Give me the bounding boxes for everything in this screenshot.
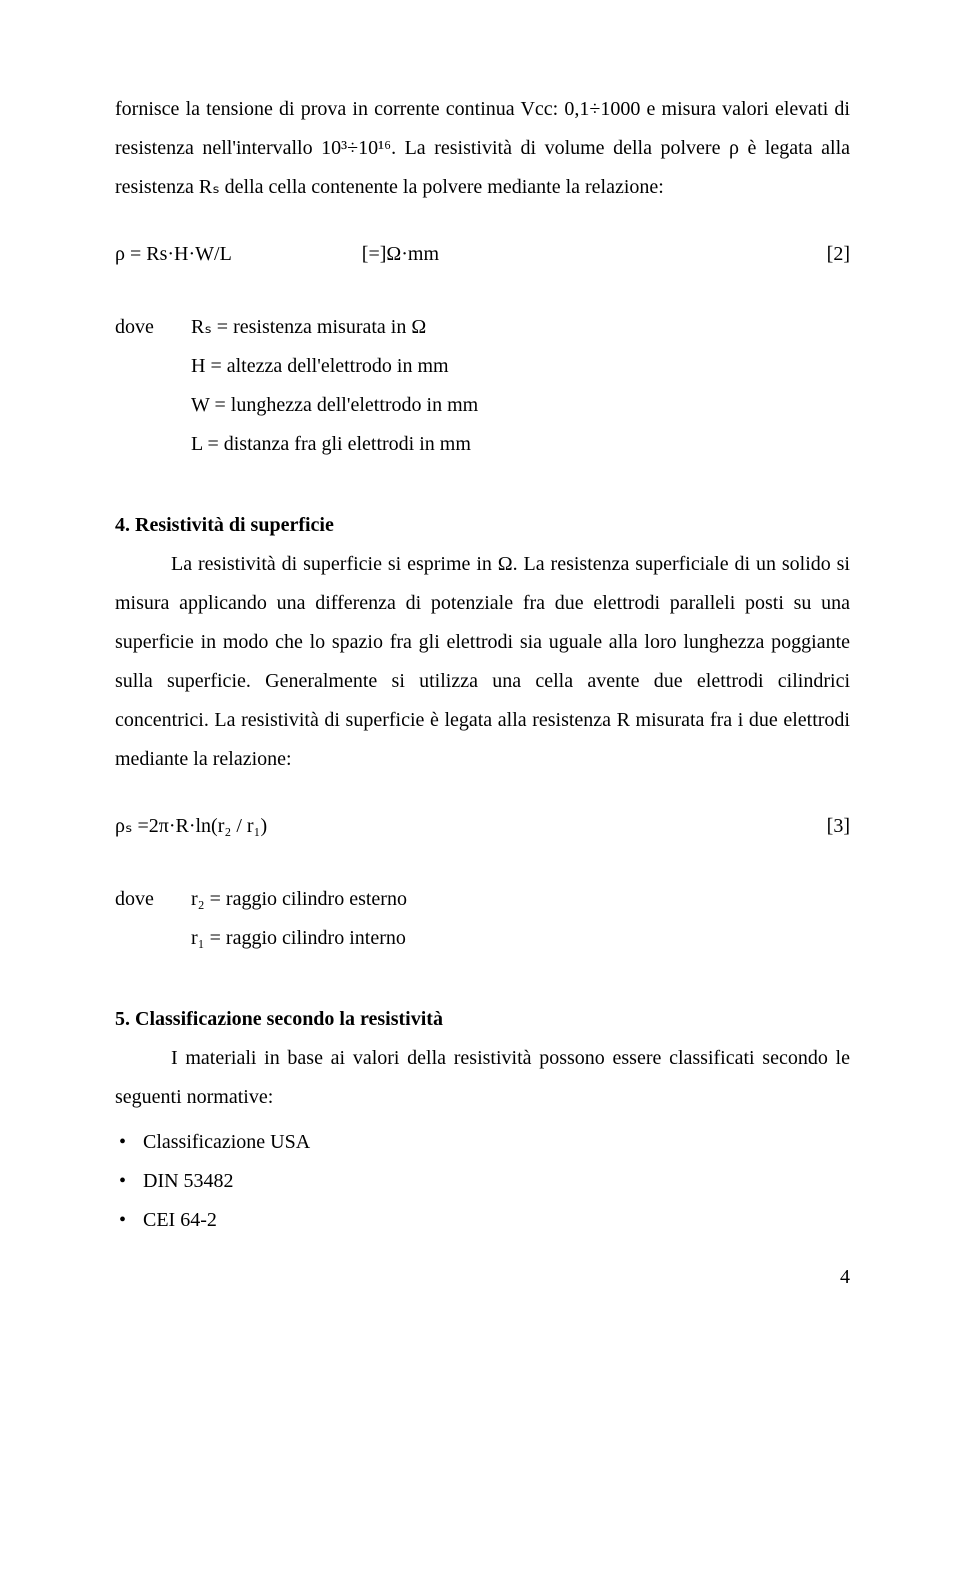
equation-2: ρ = Rs·H·W/L [=]Ω·mm [2] <box>115 235 850 274</box>
def-r1: r₁ = raggio cilindro interno <box>191 919 406 958</box>
dove-spacer <box>115 919 191 958</box>
dove-spacer <box>115 347 191 386</box>
def-l: L = distanza fra gli elettrodi in mm <box>191 425 471 464</box>
list-item: DIN 53482 <box>115 1162 850 1201</box>
intro-paragraph: fornisce la tensione di prova in corrent… <box>115 90 850 207</box>
equation-2-expression: ρ = Rs·H·W/L <box>115 235 232 274</box>
equation-2-unit: [=]Ω·mm <box>362 235 439 274</box>
section-5-title: 5. Classificazione secondo la resistivit… <box>115 1000 850 1039</box>
definitions-block-1: dove Rₛ = resistenza misurata in Ω H = a… <box>115 308 850 464</box>
section-5-body: I materiali in base ai valori della resi… <box>115 1039 850 1117</box>
dove-label-2: dove <box>115 880 191 919</box>
section-4-body: La resistività di superficie si esprime … <box>115 545 850 779</box>
dove-spacer <box>115 386 191 425</box>
equation-3-expression: ρₛ =2π·R·ln(r₂ / r₁) <box>115 807 267 846</box>
def-r2: r₂ = raggio cilindro esterno <box>191 880 407 919</box>
definitions-block-2: dove r₂ = raggio cilindro esterno r₁ = r… <box>115 880 850 958</box>
equation-3: ρₛ =2π·R·ln(r₂ / r₁) [3] <box>115 807 850 846</box>
def-w: W = lunghezza dell'elettrodo in mm <box>191 386 478 425</box>
equation-2-number: [2] <box>827 235 850 274</box>
list-item: CEI 64-2 <box>115 1201 850 1240</box>
equation-3-number: [3] <box>827 807 850 846</box>
dove-spacer <box>115 425 191 464</box>
normative-list: Classificazione USA DIN 53482 CEI 64-2 <box>115 1123 850 1240</box>
def-h: H = altezza dell'elettrodo in mm <box>191 347 449 386</box>
dove-label: dove <box>115 308 191 347</box>
list-item: Classificazione USA <box>115 1123 850 1162</box>
page-number: 4 <box>115 1258 850 1297</box>
def-rs: Rₛ = resistenza misurata in Ω <box>191 308 426 347</box>
section-4-title: 4. Resistività di superficie <box>115 506 850 545</box>
